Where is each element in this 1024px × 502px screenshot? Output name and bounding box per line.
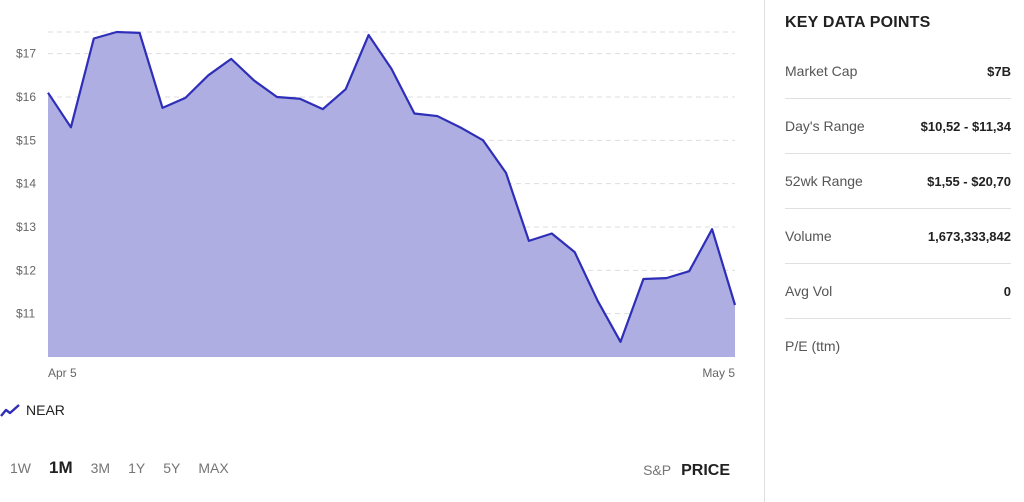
key-data-label: 52wk Range — [785, 173, 863, 189]
key-data-panel: KEY DATA POINTS Market Cap $7B Day's Range… — [785, 0, 1011, 373]
range-button-1y[interactable]: 1Y — [128, 460, 146, 476]
key-data-value: 0 — [1003, 283, 1011, 299]
key-data-row: Market Cap $7B — [785, 44, 1011, 99]
y-axis-ticks: $11 $12 $13 $14 $15 $16 $17 — [16, 47, 36, 321]
range-button-1w[interactable]: 1W — [10, 460, 31, 476]
key-data-row: P/E (ttm) — [785, 319, 1011, 373]
range-button-1m[interactable]: 1M — [49, 458, 73, 477]
price-toggle-button[interactable]: PRICE — [681, 462, 730, 479]
price-chart[interactable]: $11 $12 $13 $14 $15 $16 $17 Apr 5 May 5 — [0, 0, 764, 395]
key-data-label: Volume — [785, 228, 832, 244]
view-toggle: S&P PRICE — [633, 462, 730, 480]
y-tick-label: $13 — [16, 220, 36, 234]
chart-area: $11 $12 $13 $14 $15 $16 $17 Apr 5 May 5 NEAR 1W… — [0, 0, 764, 480]
key-data-label: P/E (ttm) — [785, 338, 841, 354]
sp-toggle-button[interactable]: S&P — [643, 462, 672, 478]
key-data-rows: Market Cap $7B Day's Range $10,52 - $11,34 5… — [785, 44, 1011, 373]
series-line-near — [47, 30, 737, 343]
range-button-3m[interactable]: 3M — [90, 460, 111, 476]
range-button-5y[interactable]: 5Y — [163, 460, 181, 476]
range-selector: 1W 1M 3M 1Y 5Y MAX — [10, 458, 247, 478]
y-tick-label: $17 — [16, 47, 36, 61]
x-axis-ticks: Apr 5 May 5 — [48, 366, 735, 380]
range-button-max[interactable]: MAX — [198, 460, 229, 476]
key-data-row: Avg Vol 0 — [785, 264, 1011, 319]
legend-label: NEAR — [26, 402, 65, 418]
panel-divider — [764, 0, 765, 502]
y-tick-label: $15 — [16, 133, 36, 147]
key-data-title: KEY DATA POINTS — [785, 14, 931, 31]
x-tick-label: Apr 5 — [48, 366, 77, 380]
y-tick-label: $14 — [16, 177, 36, 191]
key-data-value: $7B — [987, 63, 1011, 79]
x-tick-label: May 5 — [702, 366, 735, 380]
key-data-row: Volume 1,673,333,842 — [785, 209, 1011, 264]
key-data-value: $10,52 - $11,34 — [920, 118, 1011, 134]
y-tick-label: $11 — [16, 307, 35, 321]
key-data-label: Day's Range — [785, 118, 865, 134]
key-data-value: $1,55 - $20,70 — [927, 173, 1011, 189]
key-data-row: Day's Range $10,52 - $11,34 — [785, 99, 1011, 154]
series-area-fill — [48, 32, 735, 357]
key-data-row: 52wk Range $1,55 - $20,70 — [785, 154, 1011, 209]
trend-line-icon — [0, 404, 20, 417]
key-data-value: 1,673,333,842 — [927, 228, 1011, 244]
key-data-label: Avg Vol — [785, 283, 833, 299]
series-area — [47, 30, 737, 357]
y-tick-label: $12 — [16, 263, 36, 277]
y-tick-label: $16 — [16, 90, 36, 104]
chart-legend[interactable]: NEAR — [0, 400, 65, 420]
key-data-label: Market Cap — [785, 63, 858, 79]
